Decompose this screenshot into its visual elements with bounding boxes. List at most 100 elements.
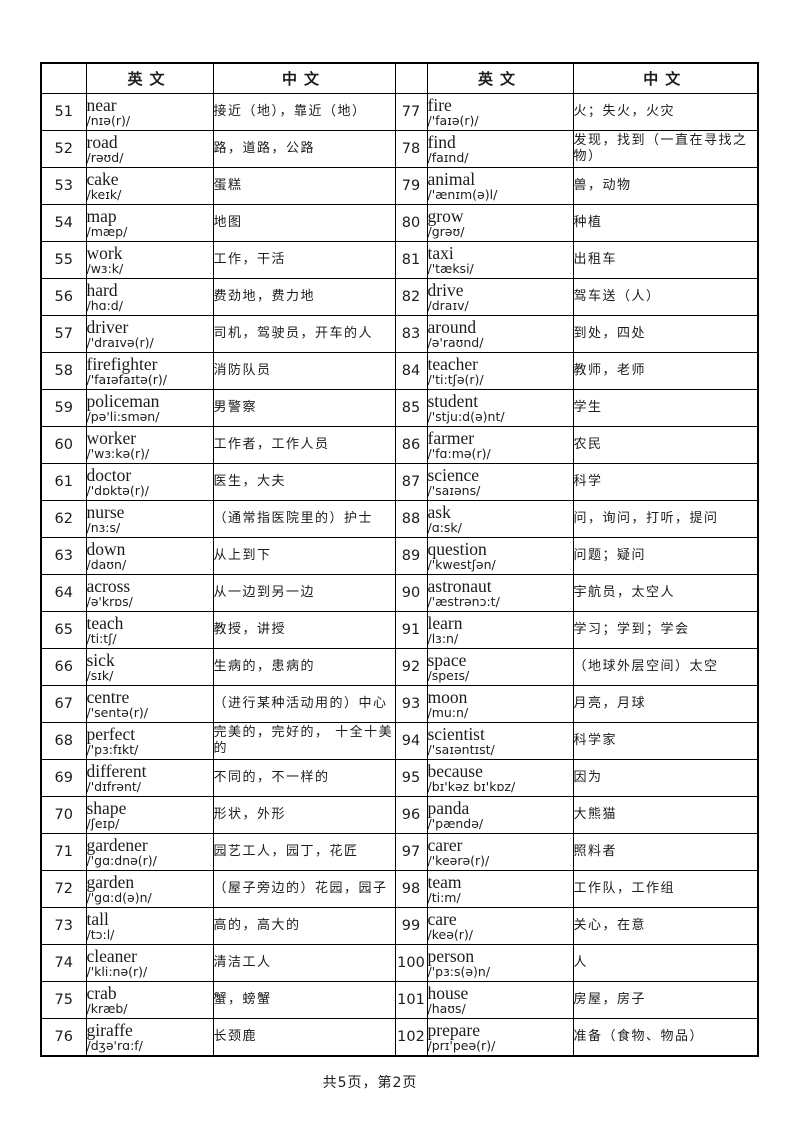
- row-number-right: 94: [394, 722, 428, 760]
- chinese-meaning-cell-right: 问题；疑问: [572, 537, 759, 575]
- chinese-meaning-cell-right: 种植: [572, 204, 759, 242]
- vocab-row: 61 doctor/'dɒktə(r)/医生，大夫 87 science/'saɪən…: [40, 463, 759, 501]
- phonetic-transcription: /wɜ:k/: [86, 261, 124, 276]
- row-number-left: 73: [40, 907, 87, 945]
- phonetic-transcription: /'kli:nə(r)/: [86, 964, 148, 979]
- phonetic-transcription: /dʒə'rɑ:f/: [86, 1037, 143, 1053]
- english-header-left: 英文: [85, 62, 214, 94]
- row-number-left: 61: [40, 463, 87, 501]
- chinese-meaning-cell-right: 关心，在意: [572, 907, 759, 945]
- row-number-right: 85: [394, 389, 428, 427]
- chinese-header-left: 中文: [212, 62, 396, 94]
- vocab-row: 54 map/mæp/地图 80 grow/grəʊ/种植: [40, 204, 759, 242]
- phonetic-transcription: /'ænɪm(ə)l/: [427, 187, 498, 202]
- english-cell-right: astronaut/'æstrənɔ:t/: [426, 574, 574, 612]
- row-number-left: 53: [40, 167, 87, 205]
- english-word: team: [427, 872, 462, 892]
- english-word: person: [427, 946, 475, 966]
- chinese-meaning-cell-right: 科学: [572, 463, 759, 501]
- english-word: doctor: [86, 465, 132, 485]
- english-cell-left: centre/'sentə(r)/: [85, 685, 214, 723]
- english-word: garden: [86, 872, 135, 892]
- english-word: space: [427, 650, 467, 670]
- english-word: across: [86, 576, 131, 596]
- row-number-left: 67: [40, 685, 87, 723]
- phonetic-transcription: /tɔ:l/: [86, 927, 115, 942]
- chinese-meaning-cell-left: 工作，干活: [212, 241, 396, 279]
- english-cell-left: worker/'wɜ:kə(r)/: [85, 426, 214, 464]
- english-word: find: [427, 132, 456, 152]
- row-number-left: 51: [40, 93, 87, 131]
- english-cell-left: driver/'draɪvə(r)/: [85, 315, 214, 353]
- vocab-row: 71 gardener/'gɑ:dnə(r)/园艺工人，园丁，花匠 97 carer /…: [40, 833, 759, 871]
- english-word: firefighter: [86, 354, 158, 374]
- vocab-row: 55 work/wɜ:k/工作，干活 81 taxi/'tæksi/出租车: [40, 241, 759, 279]
- phonetic-transcription: /sɪk/: [86, 668, 114, 683]
- chinese-meaning-cell-left: 从上到下: [212, 537, 396, 575]
- vocab-row: 67 centre/'sentə(r)/（进行某种活动用的）中心 93 moon/mu…: [40, 685, 759, 723]
- phonetic-transcription: /'pɜ:s(ə)n/: [427, 964, 491, 979]
- english-cell-right: carer/'keərə(r)/: [426, 833, 574, 871]
- vocab-row: 53 cake/keɪk/蛋糕 79 animal/'ænɪm(ə)l/兽，动物: [40, 167, 759, 205]
- vocab-row: 63 down/daʊn/从上到下 89 question/'kwestʃən/问题；…: [40, 537, 759, 575]
- chinese-meaning-cell-left: 工作者，工作人员: [212, 426, 396, 464]
- english-word: science: [427, 465, 479, 485]
- english-word: cake: [86, 169, 119, 189]
- english-cell-right: teacher/'ti:tʃə(r)/: [426, 352, 574, 390]
- chinese-meaning-cell-right: 农民: [572, 426, 759, 464]
- english-word: map: [86, 206, 117, 226]
- english-cell-right: find/faɪnd/: [426, 130, 574, 168]
- phonetic-transcription: /'wɜ:kə(r)/: [86, 446, 150, 461]
- vocab-row: 57 driver/'draɪvə(r)/司机，驾驶员，开车的人 83 around /…: [40, 315, 759, 353]
- english-cell-right: person/'pɜ:s(ə)n/: [426, 944, 574, 982]
- english-word: around: [427, 317, 477, 337]
- english-cell-left: different/'dɪfrənt/: [85, 759, 214, 797]
- chinese-meaning-cell-left: 医生，大夫: [212, 463, 396, 501]
- phonetic-transcription: /keə(r)/: [427, 927, 473, 942]
- row-number-right: 89: [394, 537, 428, 575]
- english-word: question: [427, 539, 487, 559]
- chinese-meaning-cell-right: 准备（食物、物品）: [572, 1018, 759, 1056]
- vocab-row: 69 different/'dɪfrənt/不同的，不一样的 95 because/b…: [40, 759, 759, 797]
- english-word: crab: [86, 983, 117, 1003]
- phonetic-transcription: /kræb/: [86, 1001, 128, 1016]
- row-number-right: 83: [394, 315, 428, 353]
- vocab-row: 73 tall/tɔ:l/高的，高大的 99 care/keə(r)/关心，在意: [40, 907, 759, 945]
- phonetic-transcription: /grəʊ/: [427, 224, 465, 239]
- row-number-right: 99: [394, 907, 428, 945]
- vocab-row: 52 road/rəʊd/路，道路，公路 78 find/faɪnd/发现，找到（一直…: [40, 130, 759, 168]
- phonetic-transcription: /draɪv/: [427, 298, 469, 313]
- row-number-right: 98: [394, 870, 428, 908]
- english-cell-right: fire/'faɪə(r)/: [426, 93, 574, 131]
- chinese-meaning-cell-left: （进行某种活动用的）中心: [212, 685, 396, 723]
- english-cell-left: sick/sɪk/: [85, 648, 214, 686]
- phonetic-transcription: /keɪk/: [86, 187, 122, 202]
- vocab-row: 76 giraffe/dʒə'rɑ:f/长颈鹿 102 prepare/prɪ'peə…: [40, 1018, 759, 1056]
- row-number-left: 59: [40, 389, 87, 427]
- row-number-left: 55: [40, 241, 87, 279]
- row-number-left: 76: [40, 1018, 87, 1056]
- english-word: sick: [86, 650, 115, 670]
- row-number-right: 78: [394, 130, 428, 168]
- chinese-meaning-cell-right: 问，询问，打听，提问: [572, 500, 759, 538]
- row-number-left: 70: [40, 796, 87, 834]
- english-word: student: [427, 391, 479, 411]
- english-cell-left: down/daʊn/: [85, 537, 214, 575]
- phonetic-transcription: /ə'krɒs/: [86, 594, 133, 609]
- english-word: work: [86, 243, 123, 263]
- phonetic-transcription: /'pændə/: [427, 816, 484, 831]
- chinese-meaning-cell-right: 因为: [572, 759, 759, 797]
- english-word: grow: [427, 206, 464, 226]
- vocab-row: 65 teach/ti:tʃ/教授，讲授 91 learn/lɜ:n/学习；学到；学会: [40, 611, 759, 649]
- row-number-right: 77: [394, 93, 428, 131]
- row-number-left: 54: [40, 204, 87, 242]
- vocab-row: 56 hard/hɑ:d/费劲地，费力地 82 drive/draɪv/驾车送（人）: [40, 278, 759, 316]
- english-word: panda: [427, 798, 470, 818]
- english-cell-right: student/'stju:d(ə)nt/: [426, 389, 574, 427]
- english-cell-left: across/ə'krɒs/: [85, 574, 214, 612]
- english-word: drive: [427, 280, 464, 300]
- chinese-meaning-cell-left: 不同的，不一样的: [212, 759, 396, 797]
- phonetic-transcription: /hɑ:d/: [86, 298, 123, 313]
- chinese-header-right: 中文: [572, 62, 759, 94]
